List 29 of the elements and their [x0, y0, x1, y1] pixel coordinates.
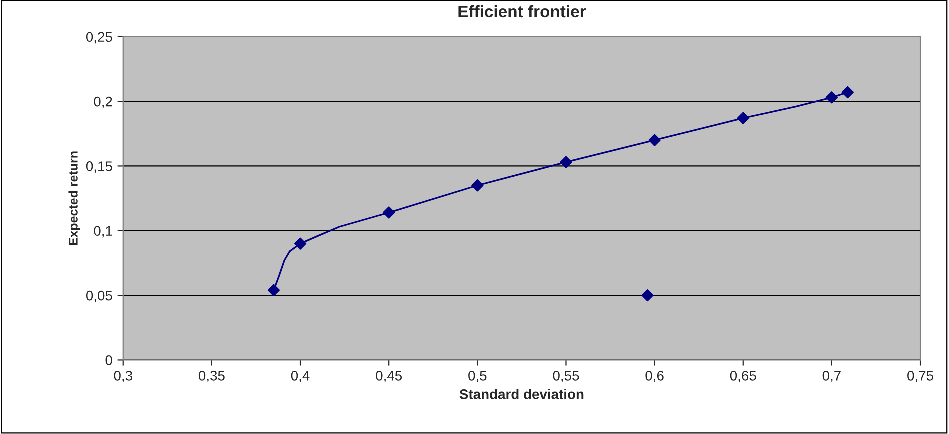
point	[737, 112, 750, 124]
y-axis-title: Expected return	[68, 152, 80, 246]
x-tick-label: 0,55	[553, 371, 580, 382]
point	[648, 134, 661, 146]
y-tick-label: 0,05	[86, 290, 112, 302]
x-axis-title: Standard deviation	[460, 389, 584, 400]
x-tick-label: 0,4	[291, 371, 310, 382]
x-tick-label: 0,45	[376, 371, 402, 382]
point	[560, 156, 572, 168]
point	[383, 206, 396, 219]
point	[472, 180, 484, 192]
point	[842, 86, 854, 99]
y-tick-label: 0,15	[86, 162, 112, 174]
x-tick-label: 0,5	[468, 371, 487, 382]
x-tick-label: 0,65	[730, 371, 756, 382]
x-tick-label: 0,7	[822, 371, 841, 382]
point	[268, 284, 280, 296]
x-tick-label: 0,35	[198, 371, 225, 382]
x-tick-label: 0,6	[646, 371, 664, 382]
y-tick-label: 0,1	[94, 226, 112, 238]
y-tick-label: 0	[106, 356, 112, 366]
point	[642, 289, 654, 302]
x-tick-label: 0,3	[114, 371, 132, 382]
chart-title: Efficient frontier	[458, 5, 586, 18]
x-tick-label: 0,75	[908, 371, 934, 382]
point	[826, 92, 838, 104]
y-tick-label: 0,2	[94, 96, 112, 108]
y-tick-label: 0,25	[86, 32, 112, 44]
point	[294, 238, 307, 250]
